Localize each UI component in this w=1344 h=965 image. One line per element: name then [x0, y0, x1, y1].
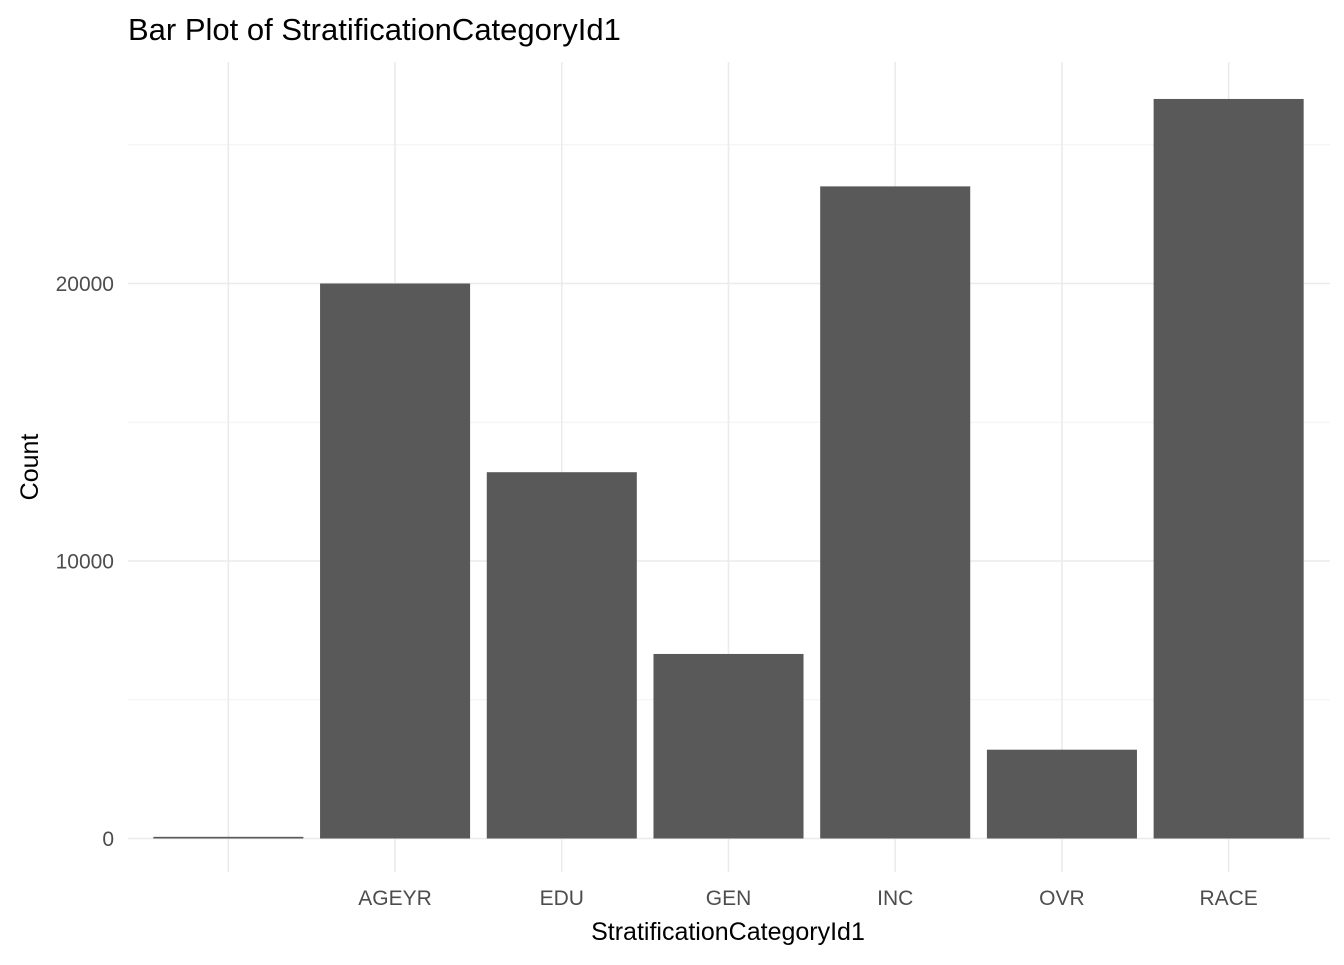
bar-inc: [820, 186, 971, 839]
y-tick-label: 0: [102, 828, 114, 851]
bar-ovr: [986, 749, 1137, 839]
y-tick-label: 10000: [56, 551, 114, 574]
x-tick-label: RACE: [1199, 887, 1257, 910]
x-tick-label: EDU: [540, 887, 584, 910]
bar-blank: [153, 836, 304, 839]
x-tick-label: OVR: [1039, 887, 1085, 910]
bar-edu: [486, 472, 637, 839]
x-tick-label: INC: [877, 887, 913, 910]
x-axis-title: StratificationCategoryId1: [591, 918, 865, 946]
bars: [153, 98, 1304, 839]
x-tick-label: AGEYR: [358, 887, 432, 910]
x-tick-label: GEN: [706, 887, 752, 910]
bar-race: [1153, 98, 1304, 839]
tick-labels: AGEYR EDU GEN INC OVR RACE 0 10000 20000: [56, 273, 1258, 910]
bar-ageyr: [320, 283, 471, 839]
y-axis-title: Count: [16, 434, 44, 501]
y-tick-label: 20000: [56, 273, 114, 296]
chart-title: Bar Plot of StratificationCategoryId1: [128, 12, 621, 47]
bar-gen: [653, 653, 804, 839]
